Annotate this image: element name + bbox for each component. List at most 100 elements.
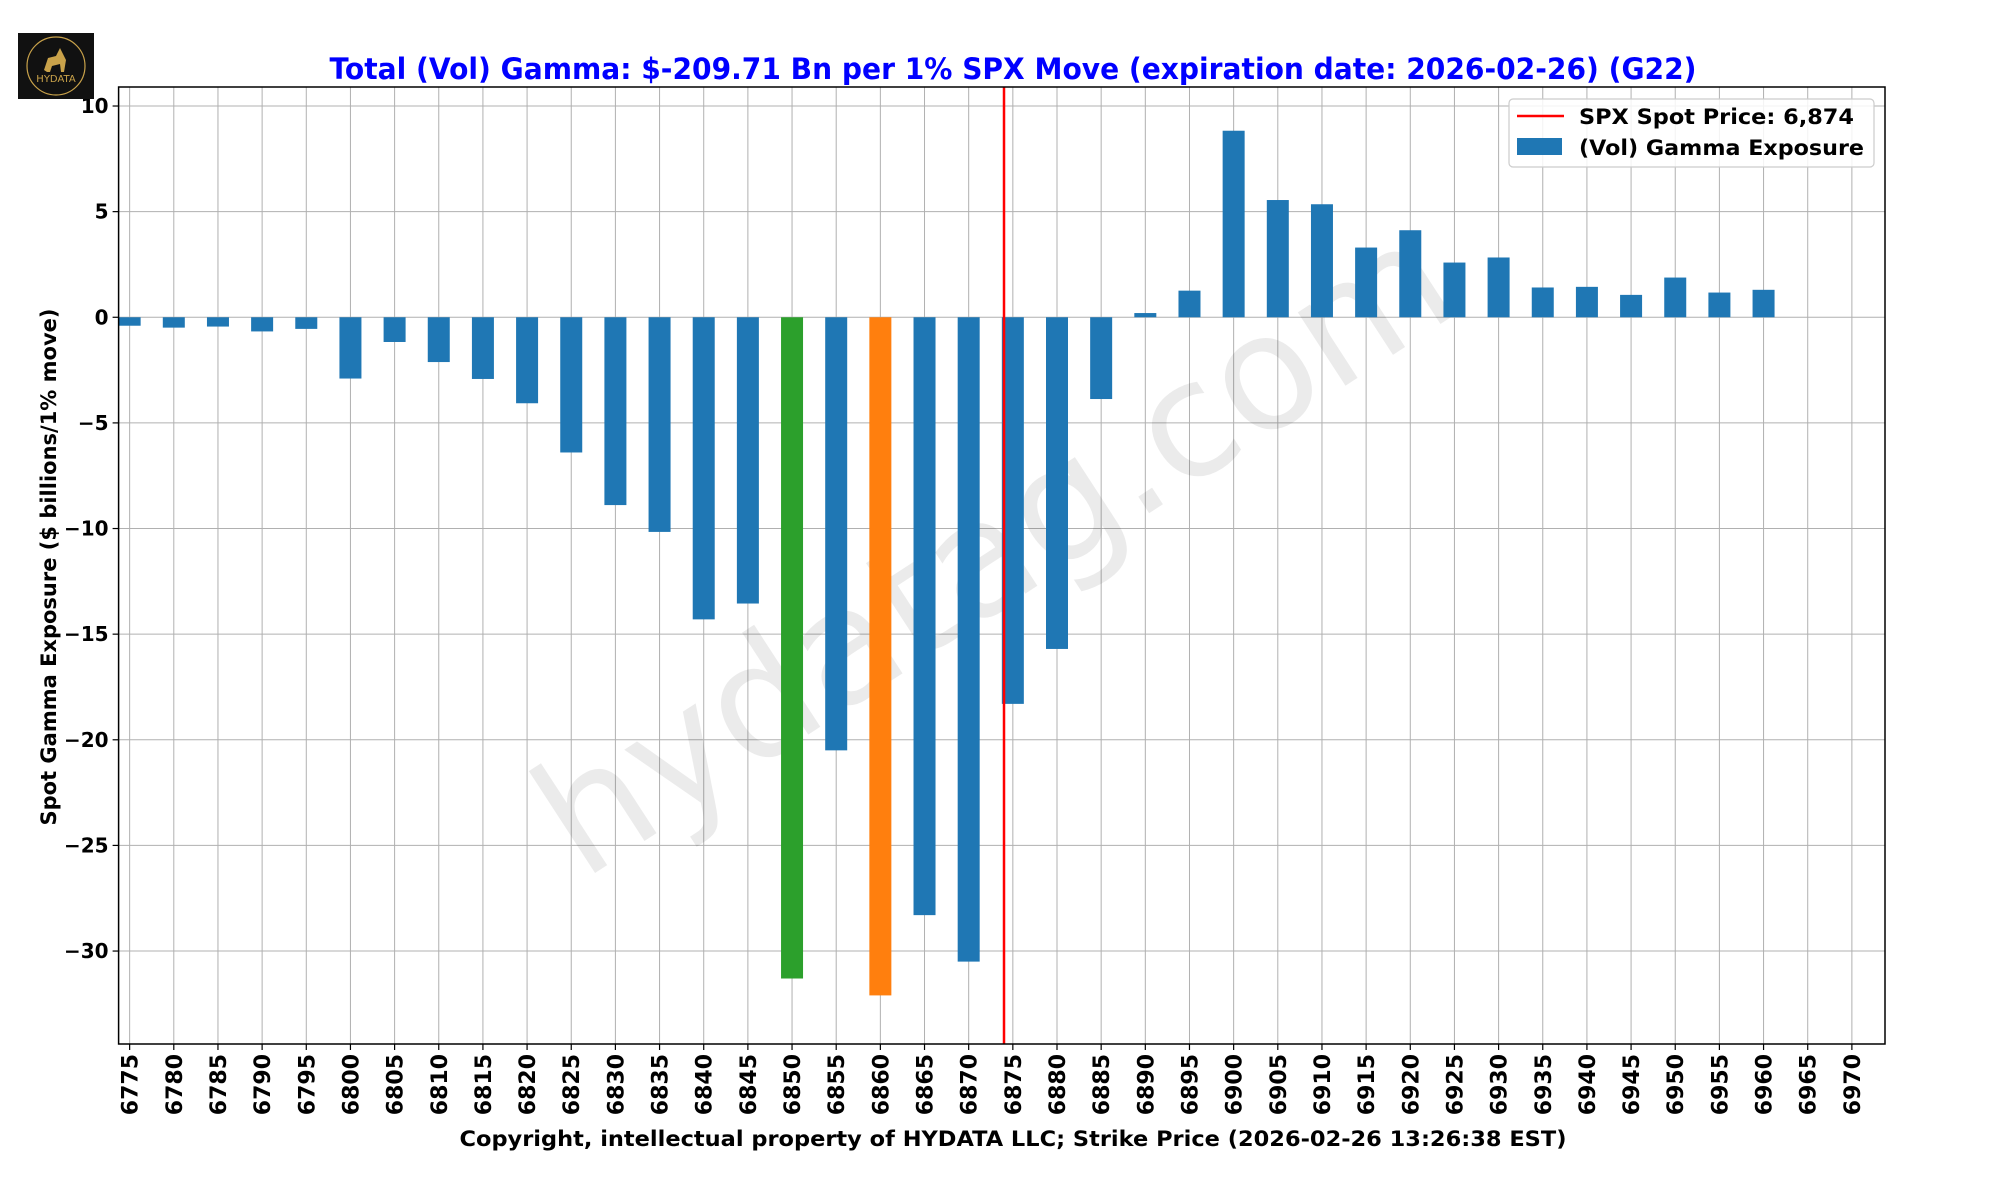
x-tick-label: 6820 [516, 1054, 541, 1115]
bar [1266, 200, 1289, 318]
x-tick-label: 6810 [428, 1054, 453, 1115]
x-tick-label: 6885 [1090, 1054, 1115, 1115]
bar [1090, 317, 1113, 400]
x-tick-label: 6835 [649, 1054, 674, 1115]
x-tick-label: 6790 [251, 1054, 276, 1115]
x-tick-label: 6875 [1002, 1054, 1027, 1115]
x-tick-label: 6940 [1576, 1054, 1601, 1115]
bar [206, 317, 229, 327]
x-tick-label: 6825 [560, 1054, 585, 1115]
bar [560, 317, 583, 453]
x-tick-label: 6950 [1664, 1054, 1689, 1115]
legend-gamma-swatch [1517, 138, 1562, 155]
chart-title: Total (Vol) Gamma: $-209.71 Bn per 1% SP… [330, 52, 1697, 86]
x-tick-label: 6865 [914, 1054, 939, 1115]
bar [957, 317, 980, 962]
bar [471, 317, 494, 379]
x-tick-label: 6935 [1532, 1054, 1557, 1115]
bar [1310, 204, 1333, 318]
x-axis-label: Copyright, intellectual property of HYDA… [460, 1127, 1567, 1151]
x-tick-label: 6960 [1753, 1054, 1778, 1115]
x-tick-label: 6840 [693, 1054, 718, 1115]
x-tick-label: 6900 [1223, 1054, 1248, 1115]
legend-gamma-label: (Vol) Gamma Exposure [1579, 136, 1864, 160]
bar [825, 317, 848, 751]
bar [1134, 313, 1157, 318]
svg-text:HYDATA: HYDATA [36, 74, 76, 85]
y-tick-label: 0 [95, 305, 109, 329]
hydata-logo: HYDATA [18, 33, 94, 99]
x-tick-label: 6955 [1708, 1054, 1733, 1115]
bar [1443, 262, 1466, 318]
bar [251, 317, 274, 332]
bar [1575, 286, 1598, 318]
bar [736, 317, 759, 604]
bar [1046, 317, 1068, 649]
x-tick-label: 6905 [1267, 1054, 1292, 1115]
bar [1222, 130, 1245, 318]
x-tick-label: 6815 [472, 1054, 497, 1115]
bar [1620, 294, 1643, 318]
y-tick-label: 5 [95, 200, 109, 224]
x-tick-label: 6970 [1841, 1054, 1866, 1115]
bar [1001, 317, 1024, 704]
y-tick-label: −15 [64, 622, 109, 646]
x-tick-label: 6910 [1311, 1054, 1336, 1115]
x-tick-label: 6805 [384, 1054, 409, 1115]
x-tick-label: 6880 [1046, 1054, 1071, 1115]
bar [869, 317, 892, 996]
bar [604, 317, 627, 506]
bar [1752, 289, 1775, 318]
bar [1355, 247, 1378, 318]
bar [339, 317, 362, 379]
y-tick-label: −5 [78, 411, 109, 435]
x-tick-label: 6930 [1488, 1054, 1513, 1115]
x-tick-label: 6890 [1134, 1054, 1159, 1115]
x-tick-label: 6780 [163, 1054, 188, 1115]
bar [1487, 257, 1510, 318]
x-tick-label: 6795 [295, 1054, 320, 1115]
bar [1399, 230, 1422, 318]
x-tick-label: 6855 [825, 1054, 850, 1115]
plot-frame [117, 86, 1886, 1045]
x-tick-label: 6915 [1355, 1054, 1380, 1115]
bar [118, 317, 141, 326]
bar [1708, 292, 1731, 318]
x-tick-label: 6920 [1399, 1054, 1424, 1115]
y-tick-label: −10 [64, 517, 109, 541]
bar [1531, 287, 1554, 318]
x-tick-label: 6895 [1178, 1054, 1203, 1115]
x-ticks: 6775 6780 6785 6790 6795 6800 6805 6810 6815 6820… [119, 1044, 1866, 1115]
y-axis-label: Spot Gamma Exposure ($ billions/1% move) [37, 309, 61, 826]
y-tick-label: −25 [64, 833, 109, 857]
x-tick-label: 6800 [339, 1054, 364, 1115]
bar [913, 317, 936, 916]
bar [1664, 277, 1687, 318]
legend-box [1508, 98, 1875, 168]
x-tick-label: 6925 [1443, 1054, 1468, 1115]
bars [118, 130, 1775, 996]
bar [427, 317, 450, 363]
bar [781, 317, 804, 979]
x-tick-label: 6845 [737, 1054, 762, 1115]
bar [648, 317, 671, 532]
x-tick-label: 6775 [119, 1054, 144, 1115]
y-tick-label: −20 [64, 728, 109, 752]
legend: SPX Spot Price: 6,874 (Vol) Gamma Exposu… [1508, 98, 1875, 168]
x-tick-label: 6965 [1797, 1054, 1822, 1115]
y-tick-label: −30 [64, 939, 109, 963]
bar [1178, 290, 1201, 318]
bar [692, 317, 715, 620]
x-tick-label: 6860 [869, 1054, 894, 1115]
legend-spot-label: SPX Spot Price: 6,874 [1579, 105, 1854, 129]
bar [162, 317, 185, 328]
bar [516, 317, 539, 404]
bar [295, 317, 318, 329]
x-tick-label: 6785 [207, 1054, 232, 1115]
x-tick-label: 6850 [781, 1054, 806, 1115]
x-tick-label: 6870 [958, 1054, 983, 1115]
watermark: hydatag.com [502, 184, 1485, 913]
bar [383, 317, 406, 342]
